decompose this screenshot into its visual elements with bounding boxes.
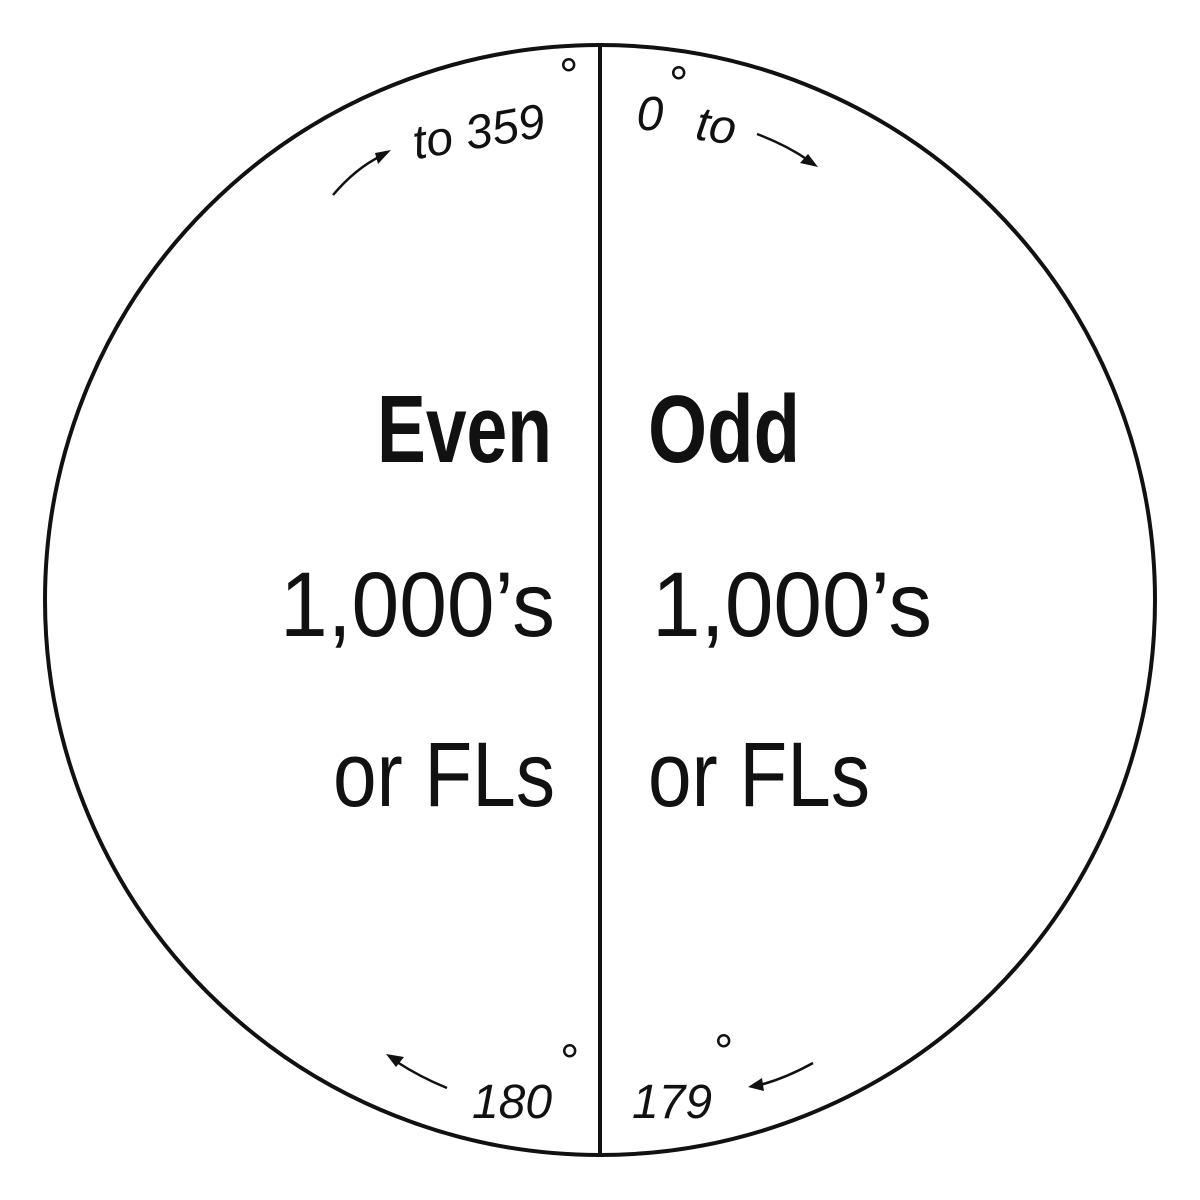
top-left-degree-mark: ° (557, 50, 576, 103)
bottom-left-heading-value: 180 (472, 1076, 552, 1129)
arrow-top-left-icon (332, 150, 391, 196)
left-heading: Even (377, 376, 552, 483)
arrow-bottom-right-icon (748, 1061, 814, 1091)
arrow-top-right-icon (756, 132, 818, 167)
left-altitude-line: 1,000’s (280, 554, 555, 656)
top-right-to-text: to (693, 97, 740, 155)
top-right-start-value: 0 (637, 88, 664, 141)
right-flight-level-line: or FLs (648, 724, 870, 826)
right-heading: Odd (648, 376, 800, 483)
top-right-degree-mark: ° (667, 58, 686, 111)
top-left-label-text: to 359 (408, 95, 549, 170)
bottom-right-heading-value: 179 (632, 1076, 712, 1129)
bottom-left-degree-mark: ° (558, 1036, 577, 1089)
bottom-right-degree-mark: ° (712, 1026, 731, 1079)
right-altitude-line: 1,000’s (652, 554, 932, 656)
arrow-bottom-left-icon (386, 1054, 448, 1090)
left-flight-level-line: or FLs (333, 724, 555, 826)
top-right-to-label: to (693, 97, 740, 155)
top-left-heading-label: to 359 (408, 95, 549, 170)
